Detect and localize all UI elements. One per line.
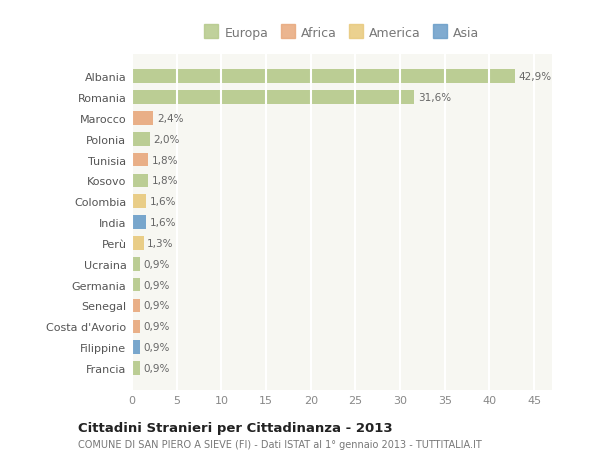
Bar: [132, 237, 143, 250]
Bar: [132, 195, 146, 208]
Text: Cittadini Stranieri per Cittadinanza - 2013: Cittadini Stranieri per Cittadinanza - 2…: [78, 421, 392, 435]
Bar: [132, 216, 146, 230]
Bar: [132, 299, 140, 313]
Text: 0,9%: 0,9%: [143, 342, 170, 353]
Text: 1,6%: 1,6%: [150, 197, 176, 207]
Bar: [132, 112, 154, 125]
Text: 1,8%: 1,8%: [152, 155, 178, 165]
Text: 2,4%: 2,4%: [157, 114, 184, 123]
Text: 0,9%: 0,9%: [143, 280, 170, 290]
Text: 0,9%: 0,9%: [143, 259, 170, 269]
Text: 0,9%: 0,9%: [143, 301, 170, 311]
Text: 31,6%: 31,6%: [418, 93, 451, 103]
Bar: [132, 153, 148, 167]
Bar: [132, 341, 140, 354]
Text: 0,9%: 0,9%: [143, 363, 170, 373]
Text: 42,9%: 42,9%: [519, 72, 552, 82]
Bar: [132, 174, 148, 188]
Text: 1,8%: 1,8%: [152, 176, 178, 186]
Bar: [132, 70, 515, 84]
Text: 1,6%: 1,6%: [150, 218, 176, 228]
Bar: [132, 320, 140, 333]
Text: 0,9%: 0,9%: [143, 322, 170, 331]
Bar: [132, 361, 140, 375]
Bar: [132, 278, 140, 292]
Bar: [132, 91, 415, 105]
Text: 1,3%: 1,3%: [147, 238, 173, 248]
Text: 2,0%: 2,0%: [154, 134, 180, 145]
Bar: [132, 257, 140, 271]
Text: COMUNE DI SAN PIERO A SIEVE (FI) - Dati ISTAT al 1° gennaio 2013 - TUTTITALIA.IT: COMUNE DI SAN PIERO A SIEVE (FI) - Dati …: [78, 440, 482, 449]
Legend: Europa, Africa, America, Asia: Europa, Africa, America, Asia: [199, 21, 485, 45]
Bar: [132, 133, 150, 146]
